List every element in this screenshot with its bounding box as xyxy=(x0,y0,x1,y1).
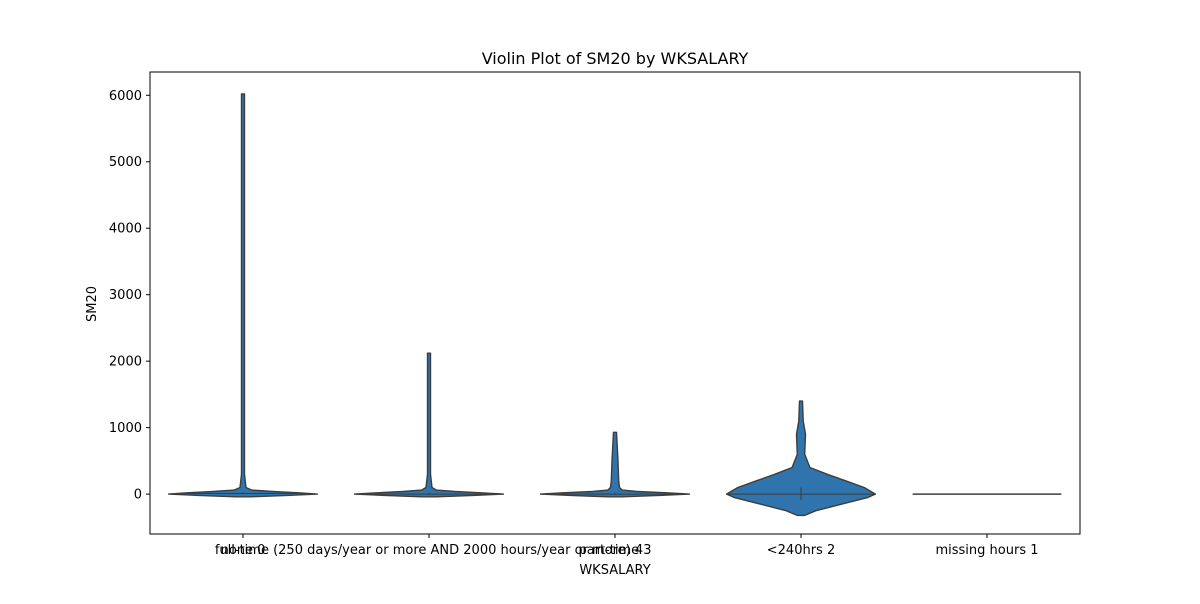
x-tick-label: part-time 3 xyxy=(578,543,651,558)
y-tick-label: 5000 xyxy=(109,155,142,170)
y-tick-label: 2000 xyxy=(109,355,142,370)
violin-body xyxy=(725,400,877,517)
y-axis-title: SM20 xyxy=(85,286,100,322)
violins xyxy=(167,93,1062,517)
plot-frame xyxy=(149,71,1081,535)
x-tick-label: <240hrs 2 xyxy=(767,543,835,558)
y-tick-label: 3000 xyxy=(109,288,142,303)
y-tick-label: 4000 xyxy=(109,222,142,237)
y-axis: 0 1000 2000 3000 4000 5000 6000 xyxy=(109,89,150,503)
y-tick-label: 0 xyxy=(134,488,142,503)
x-tick-label: none 0 xyxy=(221,543,266,558)
y-tick-label: 1000 xyxy=(109,421,142,436)
x-tick-label: full-time (250 days/year or more AND 200… xyxy=(215,543,643,558)
y-tick-label: 6000 xyxy=(109,89,142,104)
violin-body xyxy=(167,93,319,498)
x-axis-title: WKSALARY xyxy=(579,563,650,578)
x-tick-label: missing hours 1 xyxy=(935,543,1038,558)
chart-title: Violin Plot of SM20 by WKSALARY xyxy=(482,49,749,68)
